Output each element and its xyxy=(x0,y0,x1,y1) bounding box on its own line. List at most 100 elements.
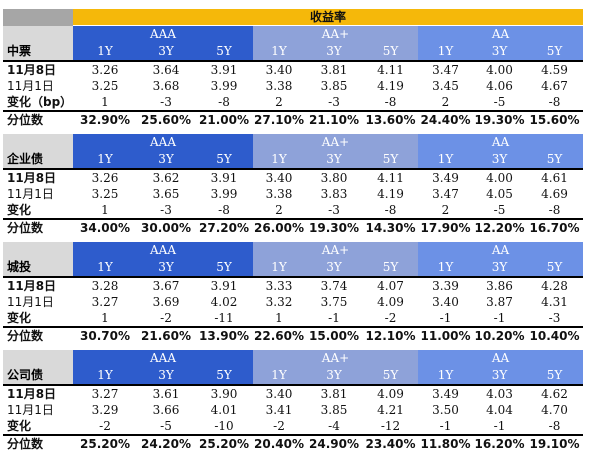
table-cell: 3.25 xyxy=(91,187,119,201)
table-cell: 3.68 xyxy=(152,79,180,93)
row-label: 11月8日 xyxy=(3,384,73,402)
table-cell: 3.81 xyxy=(305,60,363,78)
table-title: 收益率 xyxy=(73,9,584,26)
table-cell: 3.99 xyxy=(210,79,238,93)
table-cell: 32.90% xyxy=(73,110,137,128)
tenor-header: 3Y xyxy=(305,259,363,277)
tenor-header: 3Y xyxy=(137,43,195,61)
table-cell: 16.70% xyxy=(526,218,584,236)
table-cell: 4.69 xyxy=(541,187,568,201)
table-cell: 4.00 xyxy=(473,168,526,186)
table-cell: 16.20% xyxy=(473,434,526,452)
table-cell: -12 xyxy=(380,419,401,433)
table-cell: 3.47 xyxy=(432,187,459,201)
table-cell: 3.62 xyxy=(137,168,195,186)
table-cell: 3.75 xyxy=(320,295,348,309)
tenor-header: 3Y xyxy=(305,43,363,61)
table-cell: -5 xyxy=(160,419,172,433)
table-cell: 2 xyxy=(275,203,283,217)
group-header-row: AAA AA+ AA xyxy=(3,350,584,367)
yield-table-body: 收益率 AAA AA+ AA 中票 1Y 3Y 5Y 1Y 3Y 5Y 1Y 3Y 5Y 11月8日 3.2… xyxy=(3,9,584,452)
table-cell: -1 xyxy=(439,311,452,325)
tenor-header: 3Y xyxy=(305,367,363,385)
table-cell: 15.60% xyxy=(526,110,584,128)
table-cell: -8 xyxy=(548,203,561,217)
table-row: 变化 1 -2 -11 1 -1 -2 -1 -1 -3 xyxy=(3,310,583,327)
table-cell: 10.40% xyxy=(526,326,584,344)
table-cell: 3.45 xyxy=(432,79,459,93)
table-cell: 1 xyxy=(275,311,283,325)
table-cell: 3.49 xyxy=(418,384,473,402)
table-cell: 4.11 xyxy=(363,168,418,186)
rating-group-header: AA xyxy=(418,350,584,367)
table-row: 分位数 34.00% 30.00% 27.20% 26.00% 19.30% 14.30% 1… xyxy=(3,218,584,236)
table-cell: -8 xyxy=(384,95,397,109)
table-cell: 22.60% xyxy=(253,326,305,344)
table-cell: 4.06 xyxy=(486,79,513,93)
tenor-header: 5Y xyxy=(363,259,418,277)
table-cell: 4.01 xyxy=(210,403,238,417)
table-cell: 21.00% xyxy=(195,110,253,128)
table-cell: 21.60% xyxy=(137,326,195,344)
table-row: 11月8日 3.27 3.61 3.90 3.40 3.81 4.09 3.49 4.03 4.6… xyxy=(3,384,584,402)
table-cell: 3.64 xyxy=(137,60,195,78)
table-cell: 20.40% xyxy=(253,434,305,452)
tenor-header-row: 中票 1Y 3Y 5Y 1Y 3Y 5Y 1Y 3Y 5Y xyxy=(3,43,584,61)
table-cell: 34.00% xyxy=(73,218,137,236)
table-cell: 1 xyxy=(101,203,109,217)
table-cell: 3.85 xyxy=(320,403,348,417)
table-cell: 4.19 xyxy=(377,187,404,201)
section-category-cell xyxy=(3,350,73,367)
tenor-header: 5Y xyxy=(363,367,418,385)
table-cell: -3 xyxy=(160,203,172,217)
rating-group-header: AAA xyxy=(73,350,253,367)
table-cell: 13.60% xyxy=(363,110,418,128)
table-cell: 4.21 xyxy=(377,403,404,417)
tenor-header: 1Y xyxy=(73,259,137,277)
row-label: 11月1日 xyxy=(7,79,54,93)
table-cell: -5 xyxy=(493,203,506,217)
table-row: 11月8日 3.28 3.67 3.91 3.33 3.74 4.07 3.39 3.86 4.2… xyxy=(3,276,584,294)
table-cell: 4.05 xyxy=(486,187,513,201)
table-row: 分位数 30.70% 21.60% 13.90% 22.60% 15.00% 12.10% 1… xyxy=(3,326,584,344)
table-cell: 3.80 xyxy=(305,168,363,186)
table-cell: 17.90% xyxy=(418,218,473,236)
table-cell: -2 xyxy=(273,419,285,433)
table-cell: 3.50 xyxy=(432,403,459,417)
tenor-header-row: 城投 1Y 3Y 5Y 1Y 3Y 5Y 1Y 3Y 5Y xyxy=(3,259,584,277)
section-category-cell xyxy=(3,134,73,151)
table-cell: 25.60% xyxy=(137,110,195,128)
rating-group-header: AA+ xyxy=(253,242,418,259)
table-cell: 3.38 xyxy=(265,187,293,201)
table-cell: 3.86 xyxy=(473,276,526,294)
table-cell: 4.09 xyxy=(377,295,404,309)
table-cell: 3.81 xyxy=(305,384,363,402)
table-cell: 2 xyxy=(441,95,450,109)
table-cell: 4.09 xyxy=(363,384,418,402)
table-cell: -8 xyxy=(218,203,230,217)
tenor-header: 5Y xyxy=(526,367,584,385)
table-cell: 3.40 xyxy=(253,60,305,78)
row-label: 变化（bp） xyxy=(7,95,73,109)
table-cell: -1 xyxy=(328,311,340,325)
rating-group-header: AA xyxy=(418,242,584,259)
tenor-header-row: 公司债 1Y 3Y 5Y 1Y 3Y 5Y 1Y 3Y 5Y xyxy=(3,367,584,385)
table-cell: 3.65 xyxy=(152,187,180,201)
tenor-header: 1Y xyxy=(418,151,473,169)
row-label: 分位数 xyxy=(3,326,73,344)
table-cell: 4.61 xyxy=(526,168,584,186)
tenor-header: 3Y xyxy=(305,151,363,169)
table-cell: 30.00% xyxy=(137,218,195,236)
tenor-header: 1Y xyxy=(253,43,305,61)
section-name: 公司债 xyxy=(3,367,73,385)
table-cell: 3.83 xyxy=(320,187,348,201)
row-label: 变化 xyxy=(7,203,32,217)
table-row: 变化（bp） 1 -3 -8 2 -3 -8 2 -5 -8 xyxy=(3,94,583,111)
group-header-row: AAA AA+ AA xyxy=(3,242,584,259)
table-cell: 3.40 xyxy=(253,384,305,402)
tenor-header: 3Y xyxy=(473,259,526,277)
rating-group-header: AA+ xyxy=(253,350,418,367)
table-cell: 21.10% xyxy=(305,110,363,128)
table-row: 分位数 32.90% 25.60% 21.00% 27.10% 21.10% 13.60% 2… xyxy=(3,110,584,128)
table-cell: 10.20% xyxy=(473,326,526,344)
